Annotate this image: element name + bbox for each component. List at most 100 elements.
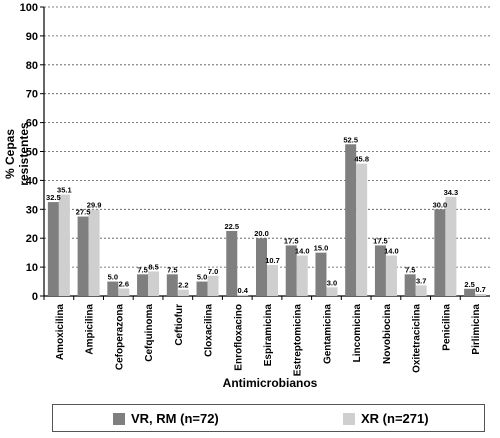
bar-xr xyxy=(88,209,100,296)
x-tick-label: Novobiocina xyxy=(382,304,393,364)
bar-vr-rm xyxy=(434,209,446,296)
bar-vr-rm xyxy=(345,144,357,296)
y-tick-label: 100 xyxy=(20,2,38,14)
data-label: 7.5 xyxy=(405,265,415,274)
data-label: 7.0 xyxy=(208,267,218,276)
data-label: 32.5 xyxy=(46,193,61,202)
data-label: 20.0 xyxy=(254,229,269,238)
data-label: 0.7 xyxy=(475,285,485,294)
data-label: 2.5 xyxy=(464,280,474,289)
bar-vr-rm xyxy=(256,238,267,296)
bar-vr-rm xyxy=(464,288,476,296)
legend-swatch-series-2 xyxy=(343,412,355,425)
y-tick-label: 0 xyxy=(32,291,38,303)
x-tick-label: Estreptomicina xyxy=(293,304,304,377)
bar-xr xyxy=(148,271,160,296)
y-tick-label: 70 xyxy=(26,89,38,101)
gridlines xyxy=(44,6,490,268)
y-tick-label: 90 xyxy=(26,31,38,43)
data-label: 8.5 xyxy=(148,262,158,271)
legend-label-series-2: XR (n=271) xyxy=(361,411,429,426)
data-label: 3.0 xyxy=(327,278,337,287)
data-label: 52.5 xyxy=(343,135,358,144)
y-tick-label: 20 xyxy=(26,233,38,245)
bar-vr-rm xyxy=(404,274,416,296)
data-label: 14.0 xyxy=(295,247,310,256)
bar-vr-rm xyxy=(226,230,238,296)
bar-xr xyxy=(356,163,368,296)
data-label: 7.5 xyxy=(137,265,147,274)
y-tick-label: 40 xyxy=(26,175,38,187)
bar-xr xyxy=(475,293,487,296)
x-tick-label: Pirlimicina xyxy=(471,304,482,355)
bar-vr-rm xyxy=(374,245,386,296)
data-label: 14.0 xyxy=(384,247,399,256)
bar-xr xyxy=(415,285,427,296)
data-label: 35.1 xyxy=(57,186,72,195)
bar-vr-rm xyxy=(196,281,208,296)
x-tick-label: Cefquinoma xyxy=(144,304,155,362)
bar-xr xyxy=(118,288,130,296)
x-axis-label: Antimicrobianos xyxy=(222,376,318,390)
bar-xr xyxy=(385,255,397,296)
data-label: 0.4 xyxy=(238,286,249,295)
bar-vr-rm xyxy=(107,281,119,296)
bar-xr xyxy=(237,294,249,296)
bar-vr-rm xyxy=(137,274,149,296)
data-label: 2.6 xyxy=(119,279,129,288)
data-label: 45.8 xyxy=(354,155,369,164)
bar-xr xyxy=(58,194,70,296)
bar-vr-rm xyxy=(285,245,297,296)
data-label: 7.5 xyxy=(167,265,177,274)
y-tick-label: 50 xyxy=(26,147,38,159)
legend-label-series-1: VR, RM (n=72) xyxy=(131,411,219,426)
y-tick-label: 30 xyxy=(26,204,38,216)
data-label: 34.3 xyxy=(444,188,459,197)
bar-vr-rm xyxy=(47,202,59,296)
data-label: 27.5 xyxy=(76,208,91,217)
y-tick-label: 80 xyxy=(26,60,38,72)
x-tick-label: Penicilina xyxy=(441,304,452,351)
x-tick-label: Lincomicina xyxy=(352,304,363,363)
bar-xr xyxy=(267,265,278,296)
data-label: 10.7 xyxy=(265,256,280,265)
y-tick-label: 60 xyxy=(26,118,38,130)
x-tick-label: Cloxacilina xyxy=(204,304,215,357)
x-tick-label: Espiramicina xyxy=(263,304,274,367)
bar-xr xyxy=(177,289,189,296)
bar-xr xyxy=(445,196,457,296)
x-tick-label: Amoxicilina xyxy=(55,304,66,361)
y-tick-label: 10 xyxy=(26,262,38,274)
bar-xr xyxy=(207,275,219,296)
x-tick-label: Cefoperazona xyxy=(114,304,125,371)
bar-vr-rm xyxy=(315,252,327,296)
legend-item-series-1: VR, RM (n=72) xyxy=(113,411,219,426)
bars xyxy=(47,144,487,296)
x-tick-label: Ampicilina xyxy=(85,304,96,355)
legend-swatch-series-1 xyxy=(113,412,125,425)
bar-vr-rm xyxy=(77,216,89,296)
x-tick-label: Enrofloxacino xyxy=(233,304,244,371)
bar-xr xyxy=(326,287,338,296)
bar-xr xyxy=(296,255,308,296)
data-label: 22.5 xyxy=(224,222,239,231)
data-label: 30.0 xyxy=(433,200,448,209)
data-labels: 32.535.127.529.95.02.67.5 8.5 7.52.25.07.0… xyxy=(46,135,486,295)
data-label: 29.9 xyxy=(87,201,102,210)
bar-vr-rm xyxy=(166,274,178,296)
y-axis-label: % Cepas resistentes xyxy=(3,122,31,186)
data-label: 5.0 xyxy=(197,273,207,282)
legend-item-series-2: XR (n=271) xyxy=(343,411,429,426)
tick-labels: 0 10 20 30 40 50 60 70 80 90 100 Amoxicilina Ampicil… xyxy=(20,2,482,376)
data-label: 17.5 xyxy=(373,236,388,245)
data-label: 2.2 xyxy=(178,281,188,290)
legend: VR, RM (n=72) XR (n=271) xyxy=(52,404,485,432)
data-label: 15.0 xyxy=(314,244,329,253)
data-label: 17.5 xyxy=(284,236,299,245)
x-tick-label: Gentamicina xyxy=(322,304,333,364)
data-label: 3.7 xyxy=(416,276,426,285)
data-label: 5.0 xyxy=(108,273,118,282)
x-tick-label: Oxitetraciclina xyxy=(412,304,423,373)
x-tick-label: Ceftiofur xyxy=(174,304,185,346)
